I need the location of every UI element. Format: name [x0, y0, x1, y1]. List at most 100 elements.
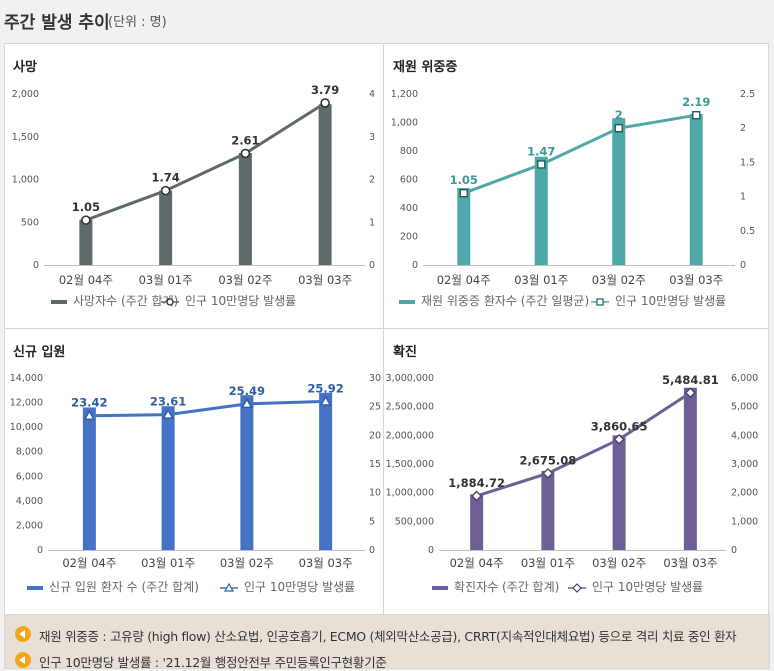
rate-marker [320, 98, 330, 108]
rate-data-label: 1.74 [151, 171, 179, 185]
bar [319, 392, 333, 550]
speaker-icon [15, 652, 31, 668]
left-axis-tick: 500,000 [395, 516, 434, 527]
rate-marker [459, 188, 468, 198]
right-axis-tick: 2,000 [731, 488, 758, 499]
left-axis-tick: 0 [412, 260, 418, 271]
category-label: 03월 03주 [299, 556, 353, 570]
category-label: 03월 01주 [141, 556, 195, 570]
right-axis-tick: 20 [369, 430, 381, 441]
rate-data-label: 2,675.08 [520, 453, 577, 467]
left-axis-tick: 2,000,000 [386, 430, 434, 441]
legend-bar-swatch [432, 586, 448, 590]
speaker-icon [15, 626, 31, 642]
chart-title: 신규 입원 [13, 345, 65, 360]
category-label: 03월 02주 [592, 556, 646, 570]
legend-bar-label: 재원 위중증 환자수 (주간 일평균) [421, 294, 589, 308]
right-axis-tick: 4 [369, 89, 375, 100]
rate-marker [160, 185, 171, 196]
rate-data-label: 1.05 [450, 173, 478, 187]
category-label: 03월 03주 [298, 273, 352, 287]
category-label: 03월 02주 [592, 273, 646, 287]
rate-data-label: 25.92 [307, 381, 343, 395]
left-axis-tick: 1,500 [12, 132, 39, 143]
right-axis-tick: 0 [740, 260, 746, 271]
bar [457, 188, 471, 265]
right-axis-tick: 3,000 [731, 459, 758, 470]
bar [238, 152, 252, 265]
chart-title: 재원 위중증 [393, 60, 457, 75]
left-axis-tick: 0 [33, 260, 39, 271]
right-axis-tick: 1 [369, 217, 375, 228]
category-label: 02월 04주 [437, 273, 491, 287]
rate-marker [83, 409, 96, 420]
right-axis-tick: 5 [369, 516, 375, 527]
bar [240, 395, 254, 550]
legend-bar-swatch [27, 586, 43, 590]
rate-marker [684, 387, 696, 399]
right-axis-tick: 2 [369, 175, 375, 186]
right-axis-tick: 15 [369, 459, 381, 470]
right-axis-tick: 5,000 [731, 402, 758, 413]
rate-data-label: 2.19 [682, 95, 710, 109]
bar [470, 494, 484, 550]
rate-data-label: 23.61 [150, 395, 186, 409]
right-axis-tick: 0 [731, 545, 737, 556]
left-axis-tick: 1,200 [391, 89, 418, 100]
rate-marker [319, 395, 332, 406]
bar [612, 118, 626, 265]
left-axis-tick: 3,000,000 [386, 373, 434, 384]
chart-title: 사망 [13, 59, 37, 75]
right-axis-tick: 1 [740, 192, 746, 203]
bar [318, 104, 332, 265]
panel-divider-horizontal [4, 328, 768, 329]
rate-line [89, 399, 326, 418]
legend-marker [572, 583, 582, 593]
legend-bar-label: 사망자수 (주간 합계) [73, 294, 178, 308]
left-axis-tick: 200 [400, 232, 418, 243]
chart-title: 확진 [393, 344, 417, 360]
note-text: 재원 위중증 : 고유량 (high flow) 산소요법, 인공호흡기, EC… [39, 629, 737, 644]
right-axis-tick: 1,000 [731, 516, 758, 527]
left-axis-tick: 1,500,000 [386, 459, 434, 470]
legend-line-label: 인구 10만명당 발생률 [244, 580, 355, 594]
rate-data-label: 1.47 [527, 144, 555, 158]
category-label: 03월 03주 [663, 556, 717, 570]
right-axis-tick: 0 [369, 545, 375, 556]
legend-marker [596, 298, 604, 306]
legend-bar-swatch [399, 300, 415, 304]
bar [612, 435, 626, 550]
legend-bar-label: 신규 입원 환자 수 (주간 합계) [49, 580, 199, 594]
left-axis-tick: 12,000 [10, 398, 43, 409]
category-label: 03월 01주 [514, 273, 568, 287]
category-label: 02월 04주 [59, 273, 113, 287]
left-axis-tick: 6,000 [16, 471, 43, 482]
bar [161, 406, 175, 550]
right-axis-tick: 2 [740, 123, 746, 134]
right-axis-tick: 25 [369, 402, 381, 413]
chart-severe-svg: 재원 위중증 0 200 400 600 800 1,000 1,200 0 0.5 1 1.5 2 2.… [391, 60, 755, 308]
bar [159, 190, 173, 265]
rate-marker [240, 148, 251, 159]
rate-marker [613, 433, 625, 445]
rate-data-label: 2.61 [231, 133, 259, 147]
rate-data-label: 1,884.72 [448, 476, 505, 490]
rate-data-label: 3,860.65 [591, 419, 648, 433]
rate-marker [81, 215, 91, 225]
legend-line-label: 인구 10만명당 발생률 [592, 580, 703, 594]
category-label: 02월 04주 [62, 556, 116, 570]
right-axis-tick: 0 [369, 260, 375, 271]
rate-data-label: 25.49 [229, 384, 265, 398]
left-axis-tick: 10,000 [10, 422, 43, 433]
rate-marker [241, 397, 253, 409]
left-axis-tick: 1,000,000 [386, 488, 434, 499]
legend-marker [166, 298, 174, 306]
legend-bar-swatch [51, 300, 67, 304]
rate-data-label: 1.05 [72, 200, 100, 214]
category-label: 03월 01주 [521, 556, 575, 570]
rate-line [476, 391, 692, 498]
right-axis-tick: 10 [369, 488, 381, 499]
rate-data-label: 23.42 [71, 396, 107, 410]
rate-line [463, 113, 697, 195]
legend-line-label: 인구 10만명당 발생률 [615, 294, 726, 308]
